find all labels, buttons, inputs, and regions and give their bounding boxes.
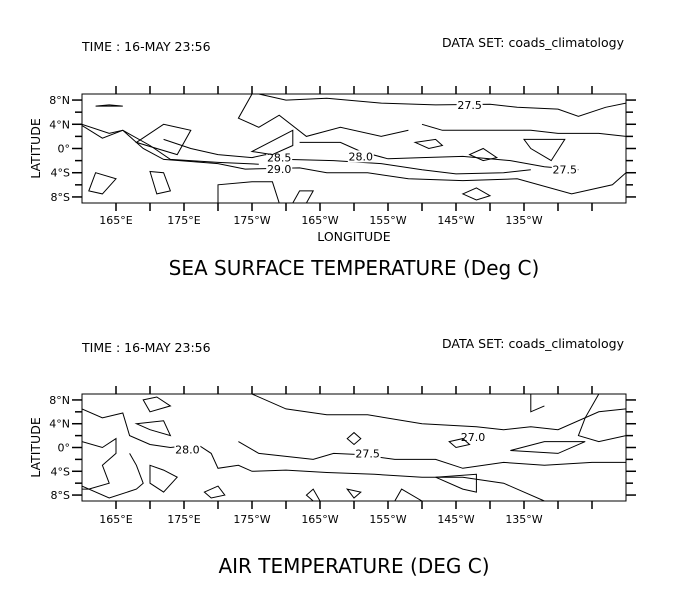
contour-label: 28.0 [175,443,200,456]
y-axis-label: LATITUDE [28,118,43,179]
y-tick-label: 0° [58,442,71,455]
contour-line [149,464,179,493]
contour-line [217,181,280,203]
x-tick-label: 135°W [505,214,542,227]
time-label: TIME : 16-MAY 23:56 [81,340,211,355]
y-tick-label: 4°S [51,465,70,478]
contour-line [203,485,226,499]
contour-line [413,138,444,150]
x-tick-label: 175°W [233,513,270,526]
x-tick-label: 175°W [233,214,270,227]
x-axis-label: LONGITUDE [317,229,390,244]
contour-line [345,488,362,499]
contour-line [530,394,545,413]
contour-label: 27.5 [355,447,380,460]
contour-label-bg [456,98,483,111]
contour-label-bg [354,447,381,460]
x-tick-label: 175°E [167,513,200,526]
contour-line [238,441,626,469]
plot-frame [81,393,627,502]
contour-line [134,420,172,437]
contour-line [305,488,321,501]
contour-line [468,147,499,162]
contour-label: 28.0 [349,150,374,163]
contour-line [394,488,423,501]
contour-lines: 27.5 29.028.5 28.0 27.5 [82,94,626,203]
contour-line [250,129,294,156]
x-tick-label: 135°W [505,513,542,526]
contour-line [135,123,192,156]
chart-title: SEA SURFACE TEMPERATURE (Deg C) [169,256,540,280]
y-tick-label: 4°N [49,418,70,431]
y-tick-label: 0° [58,143,71,156]
contour-panel-2: TIME : 16-MAY 23:56 DATA SET: coads_clima… [28,336,636,578]
contour-line [82,437,117,490]
contour-line [149,170,172,195]
y-tick-label: 8°S [51,489,70,502]
x-tick-label: 145°W [437,513,474,526]
x-tick-label: 145°W [437,214,474,227]
contour-line [448,438,471,449]
contour-line [95,104,123,107]
contour-line [461,187,492,201]
contour-line [577,394,626,443]
contour-panel-1: TIME : 16-MAY 23:56 DATA SET: coads_clima… [28,35,636,280]
y-axis-label: LATITUDE [28,417,43,478]
contour-label: 29.0 [267,163,292,176]
contour-line [237,94,409,137]
contour-line [292,190,315,203]
x-tick-label: 165°E [99,513,132,526]
contour-line [82,408,545,501]
dataset-label: DATA SET: coads_climatology [442,35,625,50]
contour-line [82,453,144,499]
x-tick-label: 165°E [99,214,132,227]
contour-line [82,123,626,195]
y-tick-label: 4°N [49,118,70,131]
contour-line [523,138,566,162]
contour-label-bg [460,430,486,443]
contour-line [163,138,531,175]
chart-title: AIR TEMPERATURE (DEG C) [218,554,489,578]
y-tick-label: 8°S [51,191,70,204]
contour-label: 27.5 [553,164,578,177]
y-tick-label: 8°N [49,394,70,407]
contour-line [435,473,477,493]
y-tick-label: 8°N [49,94,70,107]
contour-label: 27.0 [461,431,486,444]
contour-label: 27.5 [457,99,482,112]
contour-line [82,125,259,165]
contour-label-bg [347,150,374,163]
contour-line [421,123,626,137]
x-tick-label: 165°W [301,214,338,227]
contour-line [258,94,626,117]
time-label: TIME : 16-MAY 23:56 [81,39,211,54]
contour-lines: 28.0 27.5 27.0 [82,394,626,501]
contour-line [299,141,579,171]
contour-label: 28.5 [267,152,292,165]
contour-line [510,441,586,454]
contour-line [251,394,626,431]
x-tick-label: 165°W [301,513,338,526]
contour-label-bg [551,163,578,176]
x-tick-label: 175°E [167,214,200,227]
x-tick-label: 155°W [369,513,406,526]
x-tick-label: 155°W [369,214,406,227]
y-tick-label: 4°S [51,167,70,180]
contour-label-bg [174,443,201,456]
contour-line [346,431,362,446]
contour-line [142,396,172,413]
contour-label-bg [266,163,293,176]
dataset-label: DATA SET: coads_climatology [442,336,625,351]
contour-line [88,172,117,195]
